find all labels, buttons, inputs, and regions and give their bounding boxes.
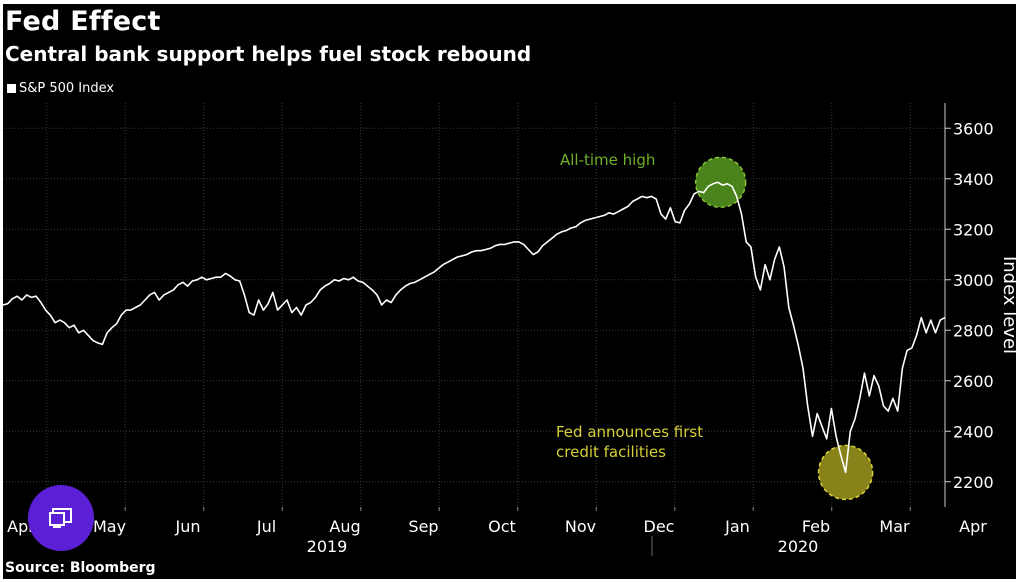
x-month-label: May (93, 517, 126, 536)
page-subtitle: Central bank support helps fuel stock re… (5, 42, 532, 66)
y-tick-label: 3400 (953, 170, 994, 189)
x-year-label: 2019 (307, 537, 348, 556)
source-note: Source: Bloomberg (5, 560, 156, 576)
cast-screen-icon (49, 508, 72, 528)
fed-annotation-label-line1: Fed announces first (556, 423, 703, 441)
ath-annotation-label: All-time high (560, 151, 655, 169)
x-month-label: Oct (488, 517, 516, 536)
y-tick-label: 2600 (953, 372, 994, 391)
x-month-label: Feb (802, 517, 830, 536)
sp500-series-line (2, 181, 946, 474)
x-month-label: Sep (408, 517, 438, 536)
fed-annotation-label-line2: credit facilities (556, 443, 666, 461)
x-month-label: Jul (256, 517, 276, 536)
ath-marker-circle (694, 156, 747, 209)
x-month-label: Mar (879, 517, 910, 536)
x-month-label: Apr (959, 517, 987, 536)
chart-legend: S&P 500 Index (7, 81, 114, 96)
y-tick-label: 3200 (953, 220, 994, 239)
x-month-label: Dec (644, 517, 675, 536)
y-tick-label: 2200 (953, 473, 994, 492)
x-month-label: Aug (329, 517, 360, 536)
x-month-label: Nov (565, 517, 596, 536)
y-tick-label: 3600 (953, 119, 994, 138)
legend-swatch (7, 84, 16, 93)
cast-button[interactable] (28, 485, 94, 551)
y-tick-label: 2800 (953, 321, 994, 340)
y-axis-label: Index level (999, 256, 1020, 354)
x-month-label: Jun (175, 517, 201, 536)
x-year-label: 2020 (778, 537, 819, 556)
y-tick-label: 2400 (953, 422, 994, 441)
y-tick-label: 3000 (953, 271, 994, 290)
x-month-label: Jan (724, 517, 750, 536)
page-title: Fed Effect (5, 6, 161, 37)
legend-label: S&P 500 Index (19, 81, 115, 96)
